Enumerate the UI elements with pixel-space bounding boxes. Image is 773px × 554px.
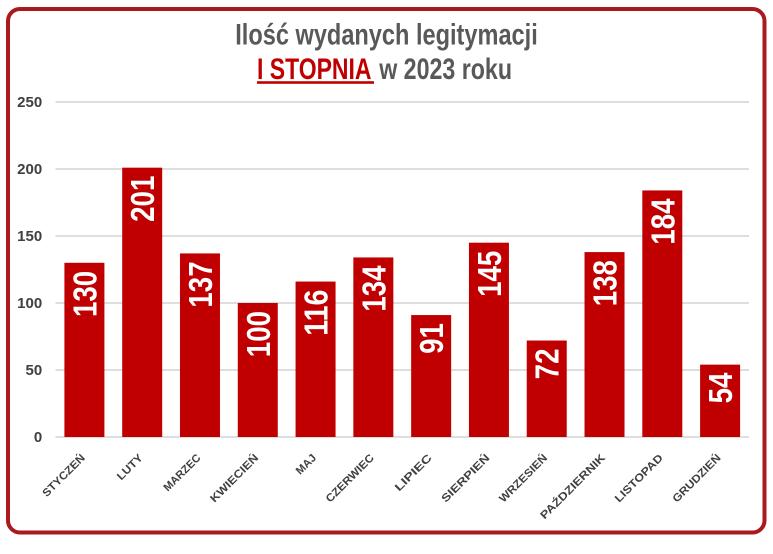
svg-text:50: 50 (26, 362, 43, 379)
svg-text:184: 184 (644, 198, 681, 245)
svg-text:201: 201 (124, 176, 161, 222)
svg-text:100: 100 (240, 311, 277, 357)
svg-text:0: 0 (34, 429, 42, 446)
svg-text:72: 72 (529, 349, 566, 380)
svg-text:54: 54 (702, 372, 739, 403)
svg-text:130: 130 (66, 271, 103, 317)
svg-text:116: 116 (298, 290, 335, 336)
svg-text:Ilość wydanych legitymacji: Ilość wydanych legitymacji (235, 19, 538, 52)
svg-text:100: 100 (17, 295, 42, 312)
svg-text:138: 138 (587, 260, 624, 306)
svg-text:250: 250 (17, 94, 42, 111)
svg-text:91: 91 (413, 323, 450, 354)
svg-text:150: 150 (17, 228, 42, 245)
svg-text:w 2023 roku: w 2023 roku (378, 53, 512, 86)
svg-text:137: 137 (182, 261, 219, 307)
svg-text:145: 145 (471, 251, 508, 297)
svg-text:134: 134 (355, 265, 392, 312)
svg-text:I STOPNIA: I STOPNIA (257, 53, 372, 86)
svg-text:200: 200 (17, 161, 42, 178)
